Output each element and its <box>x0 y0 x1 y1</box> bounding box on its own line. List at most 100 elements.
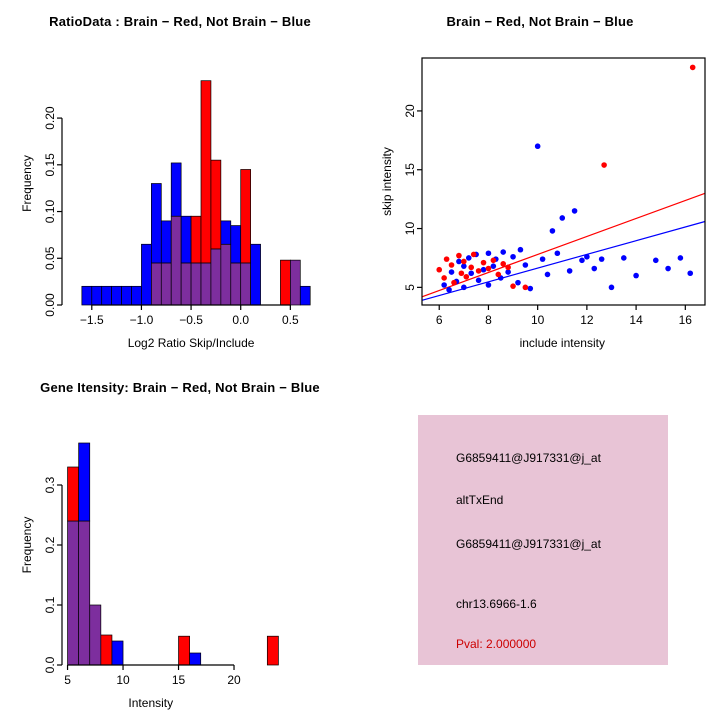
scatter-point-red <box>470 251 477 258</box>
histogram-bar-red <box>266 635 279 666</box>
histogram-bar-purple <box>89 604 102 666</box>
x-axis-title: Intensity <box>128 696 173 710</box>
histogram-bar-blue <box>230 225 242 264</box>
x-tick-label: 5 <box>64 673 71 687</box>
y-tick-label: 0.15 <box>43 153 57 177</box>
fit-line-red <box>421 192 706 298</box>
histogram-bar-purple <box>160 262 172 306</box>
histogram-bar-red <box>67 466 79 522</box>
scatter-point-blue <box>485 282 492 288</box>
x-tick-label: 20 <box>227 673 241 687</box>
scatter-point-red <box>448 262 455 268</box>
scatter-point-blue <box>534 143 541 150</box>
scatter-point-blue <box>448 269 455 275</box>
scatter-point-blue <box>500 249 507 255</box>
gene-intensity-histogram-title: Gene Itensity: Brain − Red, Not Brain − … <box>40 380 320 395</box>
scatter-point-blue <box>665 265 671 272</box>
y-tick-label: 15 <box>403 163 417 177</box>
scatter-point-blue <box>515 279 521 286</box>
histogram-bar-purple <box>220 243 232 306</box>
scatter-point-red <box>456 252 462 259</box>
probe-id-line: G6859411@J917331@j_at <box>456 451 601 465</box>
chromosome-line: chr13.6966-1.6 <box>456 597 537 611</box>
scatter-point-blue <box>456 258 462 265</box>
x-tick-label: 6 <box>436 313 443 327</box>
pval-line: Pval: 2.000000 <box>456 637 537 651</box>
histogram-bar-red <box>210 159 222 250</box>
scatter-point-red <box>522 284 529 291</box>
scatter-point-blue <box>571 208 578 214</box>
histogram-bar-blue <box>189 652 202 666</box>
x-tick-label: 0.5 <box>282 313 299 327</box>
ratio-histogram-panel: RatioData : Brain − Red, Not Brain − Blu… <box>0 0 360 360</box>
histogram-bar-blue <box>78 442 91 522</box>
y-tick-label: 20 <box>403 104 417 118</box>
histogram-bar-blue <box>121 285 132 306</box>
histogram-bar-red <box>190 215 202 264</box>
y-tick-label: 0.0 <box>43 656 57 673</box>
intensity-scatter-panel: Brain − Red, Not Brain − Blue 6 8 10 12 14 16… <box>360 0 720 360</box>
histogram-bar-blue <box>101 285 112 306</box>
gene-info-panel: G6859411@J917331@j_at altTxEnd G6859411@… <box>360 360 720 720</box>
y-axis-title: skip intensity <box>380 147 394 216</box>
histogram-bar-purple <box>78 520 91 666</box>
scatter-point-blue <box>461 284 467 291</box>
scatter-point-blue <box>441 282 447 288</box>
histogram-bar-blue <box>81 285 93 306</box>
scatter-point-blue <box>566 268 573 274</box>
scatter-point-red <box>505 264 511 271</box>
x-tick-label: 15 <box>172 673 186 687</box>
y-tick-label: 0.10 <box>43 200 57 224</box>
scatter-point-red <box>500 261 507 267</box>
scatter-point-blue <box>485 250 492 257</box>
histogram-bar-red <box>200 80 212 264</box>
scatter-point-blue <box>591 265 598 272</box>
ratio-histogram-title: RatioData : Brain − Red, Not Brain − Blu… <box>49 14 311 29</box>
histogram-bar-purple <box>240 262 251 306</box>
scatter-point-red <box>510 283 516 289</box>
histogram-bar-blue <box>299 285 311 306</box>
histogram-bar-blue <box>91 285 103 306</box>
info-box: G6859411@J917331@j_at altTxEnd G6859411@… <box>418 415 668 665</box>
scatter-point-blue <box>480 266 487 273</box>
histogram-bar-purple <box>67 520 79 666</box>
fit-line-blue <box>421 220 706 301</box>
histogram-bar-blue <box>131 285 142 306</box>
y-tick-label: 0.1 <box>43 596 57 613</box>
y-tick-label: 0.20 <box>43 106 57 130</box>
scatter-point-blue <box>522 262 529 268</box>
intensity-scatter-title: Brain − Red, Not Brain − Blue <box>446 14 634 29</box>
y-axis-title: Frequency <box>20 517 34 574</box>
scatter-point-blue <box>687 270 694 277</box>
scatter-point-red <box>441 275 447 281</box>
histogram-bar-red <box>240 169 251 264</box>
scatter-point-blue <box>510 253 516 260</box>
scatter-point-blue <box>446 286 452 293</box>
scatter-point-red <box>601 162 607 168</box>
histogram-bar-purple <box>230 262 242 306</box>
x-tick-label: −1.5 <box>80 313 104 327</box>
scatter-point-blue <box>517 246 524 253</box>
histogram-bar-blue <box>220 220 232 245</box>
scatter-point-blue <box>505 269 511 275</box>
histogram-bar-purple <box>290 259 301 306</box>
gene-intensity-histogram-panel: Gene Itensity: Brain − Red, Not Brain − … <box>0 360 360 720</box>
scatter-point-blue <box>544 271 551 278</box>
scatter-point-blue <box>559 215 566 221</box>
scatter-point-red <box>463 273 470 280</box>
intensity-scatter-chart: 6 8 10 12 14 16 5 10 15 20 include intensity skip i… <box>380 57 706 350</box>
x-tick-label: −1.0 <box>130 313 154 327</box>
probe-id-line-2: G6859411@J917331@j_at <box>456 537 601 551</box>
scatter-point-blue <box>620 255 627 261</box>
scatter-point-red <box>495 271 502 278</box>
y-axis-title: Frequency <box>20 155 34 212</box>
y-tick-label: 0.00 <box>43 293 57 317</box>
x-axis-title: Log2 Ratio Skip/Include <box>128 336 255 350</box>
scatter-point-blue <box>584 253 590 260</box>
histogram-bar-blue <box>250 243 261 306</box>
y-tick-label: 0.3 <box>43 476 57 493</box>
y-tick-label: 5 <box>403 284 417 291</box>
scatter-point-blue <box>677 255 684 261</box>
x-tick-label: 12 <box>580 313 594 327</box>
scatter-point-blue <box>468 270 475 277</box>
